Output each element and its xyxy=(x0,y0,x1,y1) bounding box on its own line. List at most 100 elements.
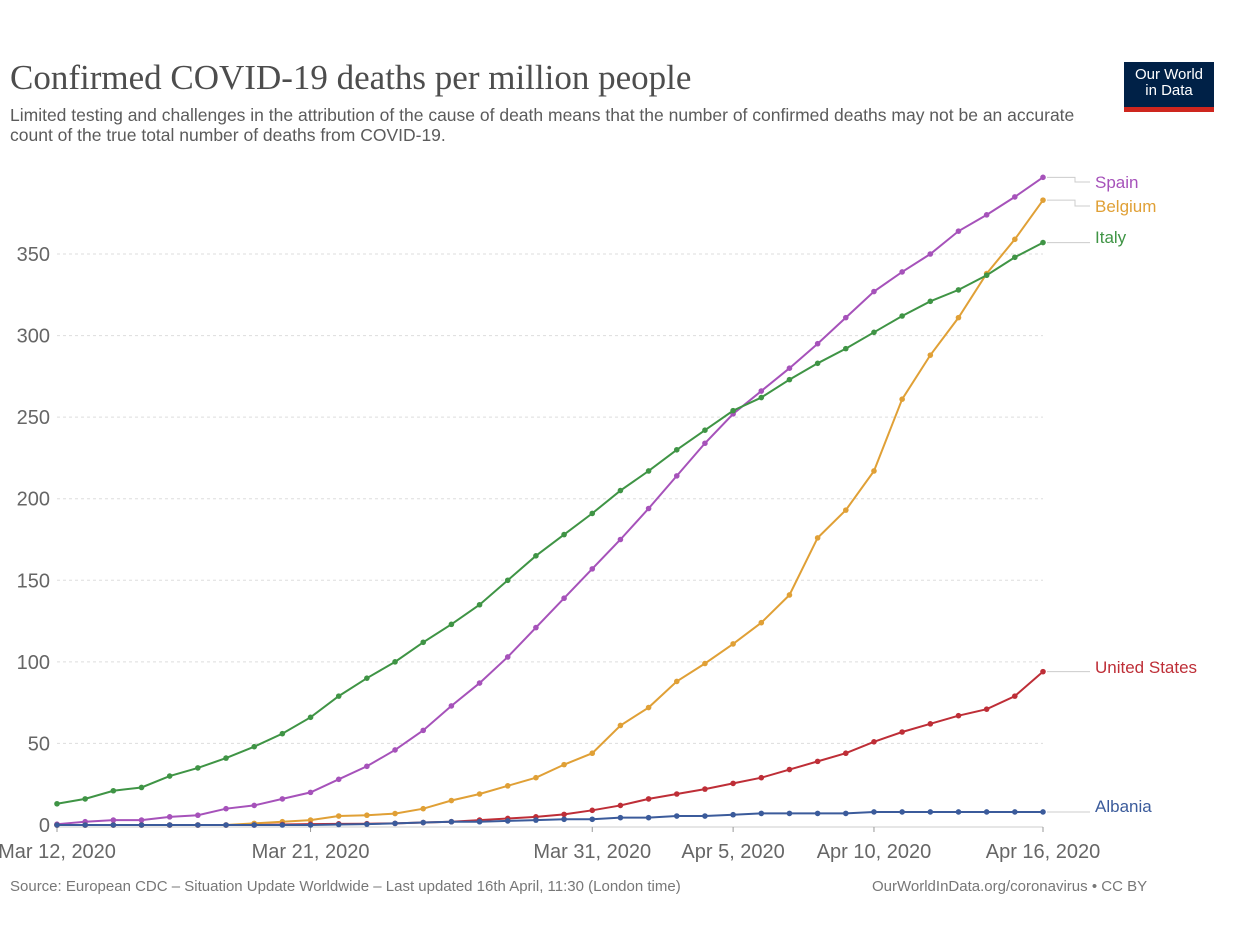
logo-accent-bar xyxy=(1124,107,1214,112)
data-point xyxy=(561,761,567,768)
series-label: Albania xyxy=(1095,797,1152,816)
data-point xyxy=(955,712,962,719)
data-point xyxy=(1012,194,1018,200)
data-point xyxy=(702,813,708,819)
chart-title: Confirmed COVID-19 deaths per million pe… xyxy=(10,58,692,97)
data-point xyxy=(448,797,455,804)
label-connector xyxy=(1047,176,1090,183)
data-point xyxy=(251,802,257,809)
data-point xyxy=(420,819,427,826)
data-point xyxy=(533,774,539,781)
data-point xyxy=(223,805,229,812)
data-point xyxy=(899,396,905,402)
data-point xyxy=(223,822,229,828)
data-point xyxy=(335,813,342,819)
data-point xyxy=(166,773,173,779)
data-point xyxy=(307,822,314,828)
x-tick-label: Apr 16, 2020 xyxy=(986,841,1101,863)
data-point xyxy=(786,810,793,817)
data-point xyxy=(645,505,652,512)
data-point xyxy=(673,446,680,453)
data-point xyxy=(335,693,342,699)
series-albania: Albania xyxy=(54,797,1152,828)
data-point xyxy=(82,796,88,802)
data-point xyxy=(279,730,286,737)
series-line xyxy=(56,241,1044,805)
data-point xyxy=(1012,236,1018,243)
source-note: Source: European CDC – Situation Update … xyxy=(10,878,681,895)
data-point xyxy=(814,360,821,367)
data-point xyxy=(814,535,821,541)
data-point xyxy=(786,592,793,598)
x-tick-label: Mar 31, 2020 xyxy=(533,841,651,863)
series-spain: Spain xyxy=(54,173,1138,827)
data-point xyxy=(279,796,286,802)
data-point xyxy=(955,228,962,234)
data-point xyxy=(195,822,201,828)
data-point xyxy=(392,820,398,827)
series-label: United States xyxy=(1095,658,1197,677)
data-point xyxy=(533,553,539,559)
label-connector xyxy=(1047,199,1090,207)
data-point xyxy=(702,786,708,792)
data-point xyxy=(1040,174,1046,181)
data-point xyxy=(645,814,652,821)
data-point xyxy=(843,507,849,513)
data-point xyxy=(758,774,765,781)
data-point xyxy=(673,473,680,479)
logo-line-1: Our World xyxy=(1134,66,1204,83)
data-point xyxy=(955,809,962,815)
y-tick-label: 350 xyxy=(17,244,50,266)
data-point xyxy=(758,619,765,626)
data-point xyxy=(758,394,765,401)
data-point xyxy=(561,811,567,818)
data-point xyxy=(476,791,483,797)
data-point xyxy=(983,272,990,279)
data-point xyxy=(871,329,877,336)
data-point xyxy=(702,660,708,667)
data-point xyxy=(589,807,596,814)
series-line xyxy=(56,176,1044,826)
data-point xyxy=(448,621,455,628)
data-point xyxy=(927,298,934,305)
data-point xyxy=(871,809,877,815)
data-point xyxy=(251,822,257,828)
data-point xyxy=(589,566,596,572)
data-point xyxy=(420,639,427,646)
data-point xyxy=(983,212,990,218)
owid-logo[interactable]: Our World in Data xyxy=(1124,62,1214,112)
data-point xyxy=(364,763,370,770)
data-point xyxy=(195,765,201,771)
data-point xyxy=(927,721,934,727)
data-point xyxy=(138,822,145,828)
data-point xyxy=(927,251,934,257)
data-point xyxy=(335,776,342,783)
series-label: Spain xyxy=(1095,173,1138,192)
y-tick-label: 200 xyxy=(17,489,50,511)
series-line xyxy=(57,810,1043,826)
data-point xyxy=(955,314,962,321)
data-point xyxy=(617,487,624,494)
data-point xyxy=(504,783,511,789)
data-point xyxy=(1012,693,1018,699)
data-point xyxy=(448,703,455,709)
data-point xyxy=(871,738,877,745)
data-point xyxy=(110,817,117,823)
data-point xyxy=(730,811,736,818)
data-point xyxy=(617,802,624,809)
data-point xyxy=(645,796,652,802)
data-point xyxy=(673,678,680,685)
data-point xyxy=(54,800,60,807)
data-point xyxy=(899,809,905,815)
data-point xyxy=(814,758,821,765)
data-point xyxy=(1012,254,1018,261)
credit-link[interactable]: OurWorldInData.org/coronavirus • CC BY xyxy=(872,878,1148,895)
data-point xyxy=(307,714,314,721)
data-point xyxy=(983,809,990,815)
data-point xyxy=(702,440,708,447)
y-tick-label: 150 xyxy=(17,570,50,592)
y-tick-label: 50 xyxy=(28,733,50,755)
data-point xyxy=(1040,668,1046,675)
data-point xyxy=(561,531,567,538)
x-tick-label: Apr 10, 2020 xyxy=(817,841,932,863)
